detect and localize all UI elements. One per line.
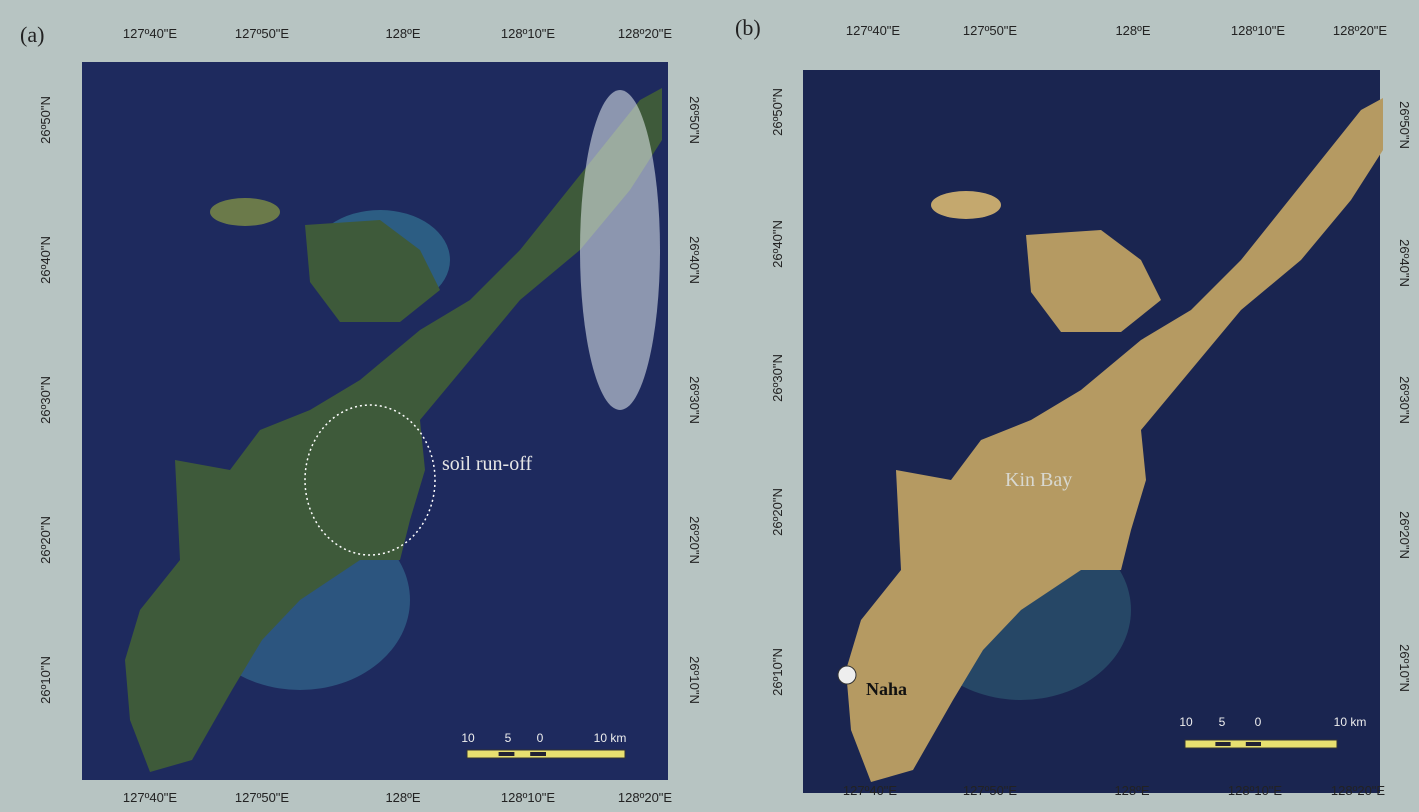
y-tick-label: 26º30"N <box>38 376 53 424</box>
island <box>210 198 280 226</box>
x-tick-label: 128º10"E <box>501 26 556 41</box>
scale-label: 0 <box>537 731 544 745</box>
scale-label: 0 <box>1255 715 1262 729</box>
y-tick-label: 26º20"N <box>770 488 785 536</box>
x-tick-label: 128º10"E <box>1231 23 1286 38</box>
x-tick-label: 128º10"E <box>501 790 556 805</box>
scale-bar-seg <box>499 752 515 756</box>
x-tick-label: 128ºE <box>385 790 420 805</box>
y-tick-label: 26º10"N <box>1397 644 1412 692</box>
x-tick-label: 128ºE <box>1114 783 1149 798</box>
x-tick-label: 127º40"E <box>846 23 901 38</box>
y-tick-label: 26º50"N <box>38 96 53 144</box>
y-tick-label: 26º40"N <box>687 236 702 284</box>
annotation: Kin Bay <box>1005 469 1072 491</box>
x-tick-label: 127º50"E <box>235 26 290 41</box>
x-tick-label: 128º10"E <box>1228 783 1283 798</box>
scale-label: 10 km <box>594 731 627 745</box>
x-tick-label: 127º50"E <box>963 783 1018 798</box>
scale-bar-seg <box>1246 742 1261 746</box>
y-tick-label: 26º40"N <box>1397 239 1412 287</box>
x-tick-label: 127º40"E <box>123 790 178 805</box>
y-tick-label: 26º20"N <box>1397 511 1412 559</box>
x-tick-label: 128ºE <box>1115 23 1150 38</box>
scale-label: 10 km <box>1334 715 1367 729</box>
scale-label: 5 <box>505 731 512 745</box>
y-tick-label: 26º10"N <box>38 656 53 704</box>
x-tick-label: 128º20"E <box>618 26 673 41</box>
y-tick-label: 26º30"N <box>770 354 785 402</box>
x-tick-label: 127º40"E <box>123 26 178 41</box>
scale-bar-seg <box>530 752 546 756</box>
y-tick-label: 26º30"N <box>1397 376 1412 424</box>
x-tick-label: 127º50"E <box>235 790 290 805</box>
y-tick-label: 26º40"N <box>38 236 53 284</box>
y-tick-label: 26º50"N <box>1397 101 1412 149</box>
y-tick-label: 26º40"N <box>770 220 785 268</box>
y-tick-label: 26º10"N <box>770 648 785 696</box>
scale-label: 10 <box>1179 715 1193 729</box>
figure: (a) 127º40"E 127º40"E 127º50"E 127º50"E 128ºE… <box>0 0 1419 812</box>
x-tick-label: 128º20"E <box>1333 23 1388 38</box>
x-tick-label: 128º20"E <box>618 790 673 805</box>
scale-bar-seg <box>1215 742 1230 746</box>
scale-label: 10 <box>461 731 475 745</box>
x-tick-label: 127º50"E <box>963 23 1018 38</box>
x-tick-label: 128ºE <box>385 26 420 41</box>
naha-marker <box>838 666 856 684</box>
y-tick-label: 26º20"N <box>687 516 702 564</box>
annotation: Naha <box>866 679 907 699</box>
y-tick-label: 26º30"N <box>687 376 702 424</box>
y-tick-label: 26º50"N <box>770 88 785 136</box>
y-tick-label: 26º20"N <box>38 516 53 564</box>
x-tick-label: 128º20"E <box>1331 783 1386 798</box>
panel-label: (b) <box>735 15 761 40</box>
y-tick-label: 26º10"N <box>687 656 702 704</box>
annotation: soil run-off <box>442 453 533 475</box>
cloud <box>580 90 660 410</box>
x-tick-label: 127º40"E <box>843 783 898 798</box>
panel-label: (a) <box>20 22 44 47</box>
y-tick-label: 26º50"N <box>687 96 702 144</box>
scale-label: 5 <box>1219 715 1226 729</box>
island <box>931 191 1001 219</box>
